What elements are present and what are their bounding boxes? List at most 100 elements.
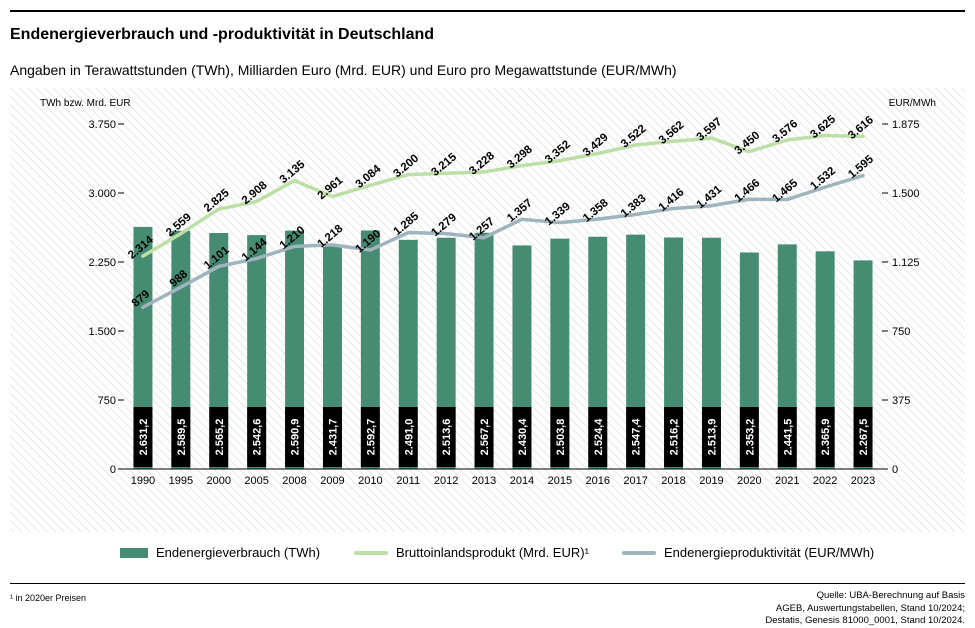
bar-value-label-bg <box>550 407 570 467</box>
bar-value-label-bg <box>247 407 267 467</box>
source-line: Destatis, Genesis 81000_0001, Stand 10/2… <box>765 615 965 626</box>
line-productivity <box>141 173 865 310</box>
bar-value-label-text: 2.513,9 <box>706 419 718 456</box>
bar-value-label-text: 2.589,5 <box>176 419 188 456</box>
chart-title: Endenergieverbrauch und -produktivität i… <box>10 26 435 43</box>
bar-value-label-text: 2.353,2 <box>744 419 756 456</box>
bar-value-label-bg <box>398 407 418 467</box>
legend-label-gdp: Bruttoinlandsprodukt (Mrd. EUR)¹ <box>396 545 589 560</box>
bar-value-label: 2.441,5 <box>777 407 797 467</box>
bar-value-label: 2.547,4 <box>626 407 646 467</box>
chart-subtitle: Angaben in Terawattstunden (TWh), Millia… <box>10 62 677 78</box>
bar-value-label-bg <box>360 407 380 467</box>
bar-value-label-text: 2.513,6 <box>441 419 453 456</box>
x-axis-tick-label: 2016 <box>586 475 610 487</box>
bar-value-label-bg <box>664 407 684 467</box>
bar-value-label-bg <box>171 407 191 467</box>
bar-value-label-text: 2.542,6 <box>252 419 264 456</box>
x-axis-tick-label: 2014 <box>510 475 534 487</box>
bar-value-label: 2.430,4 <box>512 407 532 467</box>
bar-value-label-text: 2.547,4 <box>631 418 643 456</box>
x-axis-tick-label: 2011 <box>396 475 420 487</box>
bar-value-label-text: 2.267,5 <box>858 419 870 456</box>
bar-value-label-bg <box>588 407 608 467</box>
bar-value-label-bg <box>133 407 153 467</box>
bar-value-label: 2.365,9 <box>815 407 835 467</box>
bar-value-label: 2.513,9 <box>701 407 721 467</box>
bar-value-label: 2.592,7 <box>360 407 380 467</box>
top-rule <box>10 10 965 12</box>
right-axis-tick-label: 375 <box>892 395 910 407</box>
x-axis-tick-label: 1995 <box>169 475 193 487</box>
bar-value-label-text: 2.567,2 <box>479 419 491 456</box>
bar-value-label-text: 2.524,4 <box>593 418 605 456</box>
bar-value-label: 2.589,5 <box>171 407 191 467</box>
bar-value-label-bg <box>853 407 873 467</box>
right-axis-tick-label: 1.875 <box>892 119 920 131</box>
bar-value-label-text: 2.592,7 <box>365 419 377 456</box>
bar-value-label: 2.503,8 <box>550 407 570 467</box>
left-axis-tick-label: 2.250 <box>88 257 116 269</box>
bar-value-label-text: 2.365,9 <box>820 419 832 456</box>
gdp-value-label: 3.450 <box>733 129 763 157</box>
bar-value-label-bg <box>512 407 532 467</box>
bar-value-label: 2.542,6 <box>247 407 267 467</box>
bar-value-label-bg <box>777 407 797 467</box>
x-axis-tick-label: 2013 <box>472 475 496 487</box>
line-gdp <box>141 133 865 258</box>
x-axis-tick-label: 1990 <box>131 475 155 487</box>
legend-swatch-gdp <box>354 550 388 555</box>
x-axis-tick-label: 2023 <box>851 475 875 487</box>
bar-value-label: 2.491,0 <box>398 407 418 467</box>
bar-value-label-text: 2.516,2 <box>669 419 681 456</box>
bar-value-label-text: 2.590,9 <box>290 419 302 456</box>
bar-value-label-text: 2.441,5 <box>782 419 794 456</box>
bar-value-label-text: 2.503,8 <box>555 419 567 456</box>
x-axis-tick-label: 2008 <box>282 475 306 487</box>
bar-value-label: 2.631,2 <box>133 407 153 467</box>
legend-label-consumption: Endenergieverbrauch (TWh) <box>156 545 321 560</box>
legend-swatch-consumption <box>120 547 148 558</box>
x-axis-tick-label: 2009 <box>320 475 344 487</box>
x-axis-tick-label: 2018 <box>661 475 685 487</box>
left-axis-tick-label: 3.000 <box>88 188 116 200</box>
legend-item-consumption: Endenergieverbrauch (TWh) <box>120 545 320 560</box>
left-axis-tick-label: 3.750 <box>88 119 116 131</box>
footnote: ¹ in 2020er Preisen <box>10 593 87 603</box>
x-axis-tick-label: 2019 <box>699 475 723 487</box>
legend-item-gdp: Bruttoinlandsprodukt (Mrd. EUR)¹ <box>354 545 589 560</box>
bar-value-label-bg <box>474 407 494 467</box>
legend-swatch-productivity <box>622 550 656 555</box>
bar-value-label-bg <box>815 407 835 467</box>
x-axis-tick-label: 2021 <box>775 475 799 487</box>
bar-value-label: 2.267,5 <box>853 407 873 467</box>
right-axis-tick-label: 1.125 <box>892 257 920 269</box>
bar-value-label-text: 2.430,4 <box>517 418 529 456</box>
bar-value-label-bg <box>322 407 342 467</box>
right-axis-tick-label: 0 <box>892 464 898 476</box>
left-axis-tick-label: 750 <box>98 395 116 407</box>
x-axis-tick-label: 2017 <box>623 475 647 487</box>
bar-value-label-text: 2.431,7 <box>327 419 339 456</box>
right-axis-tick-label: 750 <box>892 326 910 338</box>
right-axis-title: EUR/MWh <box>889 98 936 109</box>
left-axis-title: TWh bzw. Mrd. EUR <box>40 98 131 109</box>
bar-value-label-bg <box>209 407 229 467</box>
bar-value-label-text: 2.631,2 <box>138 419 150 456</box>
source-note: Quelle: UBA-Berechnung auf Basis AGEB, A… <box>765 590 965 628</box>
bar-value-label: 2.567,2 <box>474 407 494 467</box>
bar-value-label-bg <box>285 407 305 467</box>
x-axis-tick-label: 2012 <box>434 475 458 487</box>
bar-value-label: 2.431,7 <box>322 407 342 467</box>
bar-value-label-bg <box>436 407 456 467</box>
source-line: AGEB, Auswertungstabellen, Stand 10/2024… <box>775 602 965 614</box>
legend-item-productivity: Endenergieproduktivität (EUR/MWh) <box>622 545 874 560</box>
bar-value-label-text: 2.491,0 <box>403 419 415 456</box>
x-axis-tick-label: 2020 <box>737 475 761 487</box>
gdp-value-label: 2.961 <box>316 174 346 202</box>
x-axis-tick-label: 2000 <box>207 475 231 487</box>
bottom-rule <box>10 583 965 584</box>
bar-value-label-text: 2.565,2 <box>214 419 226 456</box>
x-axis-tick-label: 2015 <box>548 475 572 487</box>
bar-value-label: 2.353,2 <box>739 407 759 467</box>
